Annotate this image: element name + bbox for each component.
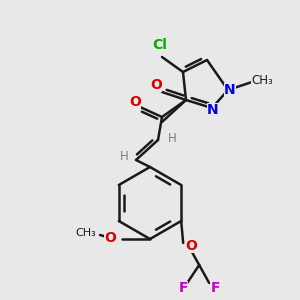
Text: N: N [224, 83, 236, 97]
Text: CH₃: CH₃ [75, 228, 96, 238]
Text: O: O [129, 95, 141, 109]
Text: F: F [210, 281, 220, 295]
Text: N: N [207, 103, 219, 117]
Text: O: O [150, 78, 162, 92]
Text: O: O [104, 231, 116, 245]
Text: CH₃: CH₃ [251, 74, 273, 86]
Text: H: H [168, 131, 176, 145]
Text: O: O [185, 239, 197, 253]
Text: Cl: Cl [153, 38, 167, 52]
Text: F: F [178, 281, 188, 295]
Text: H: H [120, 149, 128, 163]
